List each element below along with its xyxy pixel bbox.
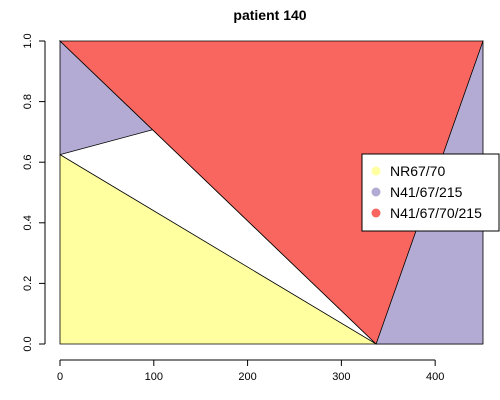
axes: 0 100 200 300 400 0.0 0.2 0.4 0.6 0.8 1.0 (22, 33, 444, 383)
legend-marker (371, 166, 381, 176)
legend: NR67/70 N41/67/215 N41/67/70/215 (361, 153, 500, 232)
x-tick-label: 400 (426, 371, 444, 383)
legend-marker (371, 208, 381, 218)
y-tick-label: 0.8 (22, 94, 34, 109)
x-tick-label: 300 (332, 371, 350, 383)
legend-label: N41/67/215 (390, 184, 463, 200)
y-tick-label: 0.6 (22, 155, 34, 170)
legend-label: N41/67/70/215 (390, 205, 482, 221)
chart-title: patient 140 (233, 7, 306, 23)
x-tick-label: 0 (57, 371, 63, 383)
y-tick-label: 0.0 (22, 336, 34, 351)
y-tick-label: 0.4 (22, 215, 34, 230)
x-tick-label: 100 (145, 371, 163, 383)
legend-marker (371, 187, 381, 197)
y-tick-label: 1.0 (22, 33, 34, 48)
legend-box (361, 153, 500, 232)
y-tick-label: 0.2 (22, 276, 34, 291)
x-tick-label: 200 (238, 371, 256, 383)
legend-label: NR67/70 (390, 163, 445, 179)
